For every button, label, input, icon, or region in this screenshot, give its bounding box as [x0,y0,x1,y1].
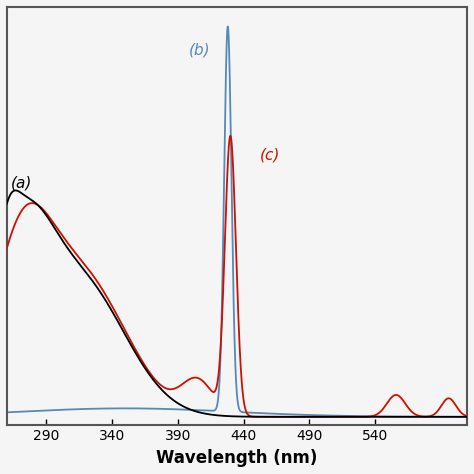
Text: (a): (a) [11,175,32,190]
Text: (b): (b) [188,42,210,57]
Text: (c): (c) [259,148,280,163]
X-axis label: Wavelength (nm): Wavelength (nm) [156,449,318,467]
